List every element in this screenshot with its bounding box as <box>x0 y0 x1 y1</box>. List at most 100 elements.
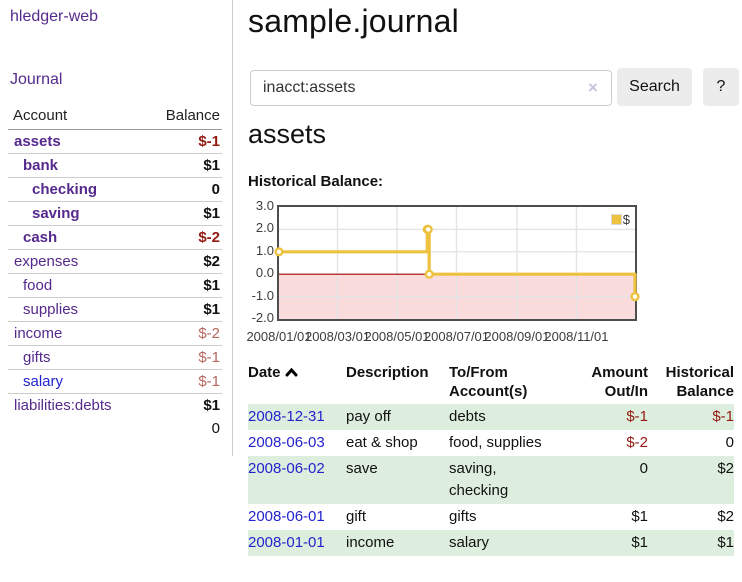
account-row: cash $-2 <box>8 225 222 250</box>
x-tick-label: 2008/11/01 <box>544 329 609 344</box>
x-tick-label: 2008/09/01 <box>484 329 550 344</box>
search-input[interactable] <box>250 70 612 106</box>
accounts-table-header: Account Balance <box>8 104 222 130</box>
column-header-description: Description <box>346 364 429 381</box>
transaction-amount: 0 <box>639 460 648 477</box>
transaction-amount: $-2 <box>626 434 648 451</box>
accounts-total-row: 0 <box>8 417 222 440</box>
legend-label: $ <box>622 212 630 227</box>
account-balance: $-2 <box>142 321 222 346</box>
account-link-liabilities-debts[interactable]: liabilities:debts <box>14 397 112 414</box>
sort-ascending-icon <box>285 367 298 377</box>
page-title: sample.journal <box>248 3 459 39</box>
transaction-date-link[interactable]: 2008-06-03 <box>248 434 325 451</box>
app-brand-link[interactable]: hledger-web <box>10 8 99 25</box>
transaction-row[interactable]: 2008-06-03 eat & shop food, supplies $-2 0 <box>248 430 734 456</box>
transaction-balance: $-1 <box>712 408 734 425</box>
column-header-accounts: To/From Account(s) <box>449 364 528 400</box>
account-link-gifts[interactable]: gifts <box>23 349 51 366</box>
transaction-accounts: food, supplies <box>449 434 542 451</box>
x-tick-label: 2008/05/01 <box>364 329 430 344</box>
transaction-balance: $1 <box>717 534 734 551</box>
transaction-date-link[interactable]: 2008-01-01 <box>248 534 325 551</box>
sidebar: hledger-web Journal Account Balance asse… <box>0 0 232 582</box>
account-balance: $-1 <box>142 369 222 394</box>
transaction-description: gift <box>346 508 367 525</box>
transaction-accounts: gifts <box>449 508 477 525</box>
y-tick-label: 3.0 <box>255 198 274 213</box>
transaction-row[interactable]: 2008-12-31 pay off debts $-1 $-1 <box>248 404 734 430</box>
chart-canvas <box>274 207 640 319</box>
account-row: food $1 <box>8 273 222 298</box>
transaction-description: income <box>346 534 395 551</box>
account-row: liabilities:debts $1 <box>8 393 222 417</box>
account-link-salary[interactable]: salary <box>23 373 64 390</box>
chart-legend: $ <box>610 212 630 227</box>
transactions-table: Date Description To/From Account(s) Amou… <box>248 360 734 556</box>
legend-swatch-icon <box>610 214 622 225</box>
sidebar-item-journal[interactable]: Journal <box>10 71 63 88</box>
chart-title: Historical Balance: <box>248 173 384 190</box>
clear-search-icon[interactable]: × <box>588 78 598 97</box>
account-balance: 0 <box>142 177 222 202</box>
account-row: expenses $2 <box>8 249 222 274</box>
account-row: checking 0 <box>8 177 222 202</box>
account-link-saving[interactable]: saving <box>32 205 80 222</box>
column-header-amount: Amount Out/In <box>591 364 648 400</box>
transaction-description: pay off <box>346 408 391 425</box>
account-balance: $1 <box>142 273 222 298</box>
account-balance: $1 <box>142 393 222 417</box>
transactions-header-row: Date Description To/From Account(s) Amou… <box>248 360 734 404</box>
transaction-date-link[interactable]: 2008-06-01 <box>248 508 325 525</box>
transaction-description: save <box>346 460 378 477</box>
account-row: gifts $-1 <box>8 345 222 370</box>
main-content: sample.journal × Search ? assets Histori… <box>246 0 742 582</box>
search-button[interactable]: Search <box>617 68 692 106</box>
x-tick-label: 2008/01/01 <box>246 329 312 344</box>
account-link-income[interactable]: income <box>14 325 63 342</box>
account-link-assets[interactable]: assets <box>14 133 61 150</box>
transaction-row[interactable]: 2008-01-01 income salary $1 $1 <box>248 530 734 556</box>
account-row: bank $1 <box>8 153 222 178</box>
y-tick-label: -1.0 <box>251 287 274 303</box>
account-link-supplies[interactable]: supplies <box>23 301 79 318</box>
accounts-total-value: 0 <box>211 420 220 437</box>
x-tick-label: 2008/03/01 <box>304 329 371 344</box>
transaction-date-link[interactable]: 2008-06-02 <box>248 460 325 477</box>
account-row: income $-2 <box>8 321 222 346</box>
y-tick-label: 2.0 <box>255 220 274 236</box>
account-row: supplies $1 <box>8 297 222 322</box>
account-row: saving $1 <box>8 201 222 226</box>
help-button[interactable]: ? <box>703 68 739 106</box>
account-link-bank[interactable]: bank <box>23 157 59 174</box>
account-balance: $1 <box>142 153 222 178</box>
transaction-accounts: salary <box>449 534 490 551</box>
account-row: assets $-1 <box>8 130 222 154</box>
accounts-header-account: Account <box>8 104 143 130</box>
transaction-row[interactable]: 2008-06-02 save saving, checking 0 $2 <box>248 456 734 504</box>
account-balance: $1 <box>142 201 222 226</box>
column-header-balance: Historical Balance <box>665 364 734 400</box>
transaction-accounts: debts <box>449 408 486 425</box>
accounts-table: Account Balance assets $-1 bank $1 checking 0… <box>8 104 222 440</box>
transaction-balance: $2 <box>717 460 734 477</box>
transaction-amount: $1 <box>631 534 648 551</box>
account-balance: $-1 <box>142 345 222 370</box>
account-link-expenses[interactable]: expenses <box>14 253 79 270</box>
account-heading: assets <box>248 119 327 149</box>
y-tick-label: -2.0 <box>251 310 274 325</box>
sidebar-divider <box>232 0 233 456</box>
transaction-balance: 0 <box>725 434 734 451</box>
account-balance: $-1 <box>198 133 220 150</box>
x-tick-label: 2008/07/01 <box>423 329 490 344</box>
search-form: × Search ? <box>250 68 742 106</box>
transaction-row[interactable]: 2008-06-01 gift gifts $1 $2 <box>248 504 734 530</box>
account-link-food[interactable]: food <box>23 277 53 294</box>
account-link-checking[interactable]: checking <box>32 181 98 198</box>
account-balance: $2 <box>142 249 222 274</box>
column-header-date[interactable]: Date <box>248 360 346 404</box>
transaction-date-link[interactable]: 2008-12-31 <box>248 408 325 425</box>
transaction-description: eat & shop <box>346 434 418 451</box>
account-link-cash[interactable]: cash <box>23 229 58 246</box>
